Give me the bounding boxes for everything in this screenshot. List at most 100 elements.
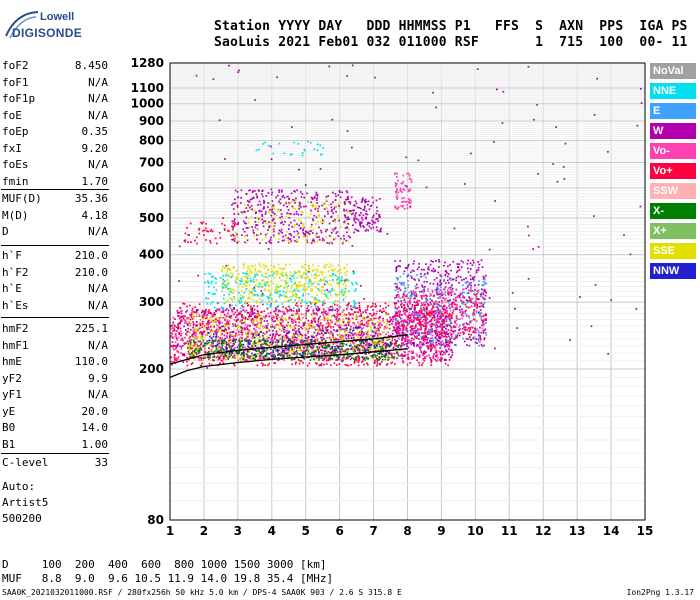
echo-point [425, 318, 428, 320]
echo-point [252, 346, 254, 349]
echo-point [264, 327, 267, 329]
echo-point [434, 332, 437, 334]
echo-point [294, 318, 297, 321]
echo-point [237, 285, 240, 288]
echo-point [264, 284, 267, 287]
echo-point [239, 307, 242, 310]
echo-point [337, 357, 339, 360]
echo-point [195, 346, 197, 349]
echo-point [396, 307, 399, 310]
echo-point [214, 277, 217, 280]
echo-point [225, 323, 228, 326]
echo-point [216, 331, 219, 333]
echo-point [231, 334, 234, 336]
echo-point [319, 278, 322, 281]
echo-point [263, 276, 265, 279]
echo-point [224, 274, 227, 277]
echo-point [385, 343, 388, 346]
echo-point [240, 329, 243, 332]
echo-point [304, 283, 306, 285]
echo-point [254, 275, 257, 278]
echo-point [394, 347, 397, 350]
echo-point [300, 284, 303, 287]
echo-point [454, 326, 457, 328]
echo-point [239, 342, 241, 344]
echo-point [326, 328, 329, 331]
echo-point [208, 339, 211, 342]
echo-point [424, 319, 427, 322]
echo-point [330, 283, 332, 286]
echo-point [472, 259, 474, 262]
echo-point [461, 327, 464, 330]
echo-point [186, 305, 188, 308]
echo-point [193, 349, 196, 351]
echo-point [291, 353, 293, 356]
echo-point [312, 310, 314, 313]
echo-point [195, 324, 198, 327]
echo-point [337, 338, 340, 341]
echo-point [346, 263, 348, 266]
echo-point [261, 294, 264, 297]
echo-point [230, 354, 232, 356]
echo-point [387, 354, 390, 356]
echo-point [376, 328, 378, 331]
echo-point [207, 312, 210, 314]
echo-point [262, 264, 265, 267]
echo-point [366, 308, 369, 311]
echo-point [319, 364, 322, 366]
echo-point [319, 300, 322, 303]
echo-point [415, 353, 418, 356]
echo-point [351, 314, 354, 317]
echo-point [184, 315, 186, 318]
echo-point [354, 317, 357, 320]
echo-point [323, 318, 326, 320]
echo-point [191, 318, 194, 320]
echo-point [403, 355, 405, 358]
echo-point [447, 344, 450, 347]
echo-point [383, 342, 386, 345]
echo-point [360, 330, 362, 332]
echo-point [343, 324, 346, 327]
echo-point [335, 281, 338, 284]
echo-point [388, 346, 391, 348]
echo-point [277, 263, 280, 266]
echo-point [196, 330, 199, 333]
echo-point [398, 329, 400, 332]
echo-point [314, 325, 316, 328]
echo-point [395, 319, 398, 322]
echo-point [179, 327, 182, 330]
echo-point [451, 341, 454, 344]
echo-point [286, 327, 289, 330]
echo-point [434, 336, 437, 339]
echo-point [254, 332, 257, 334]
echo-point [448, 342, 451, 345]
echo-point [355, 288, 357, 291]
echo-point [459, 311, 462, 313]
echo-point [447, 341, 449, 344]
echo-point [295, 349, 298, 352]
echo-point [401, 314, 403, 316]
echo-point [261, 317, 263, 320]
echo-point [254, 315, 256, 317]
echo-point [384, 353, 387, 356]
echo-point [370, 339, 372, 341]
echo-point [178, 311, 181, 314]
echo-point [256, 315, 258, 317]
echo-point [437, 297, 439, 299]
echo-point [485, 282, 488, 285]
echo-point [322, 308, 325, 311]
echo-point [183, 342, 186, 345]
echo-point [292, 321, 295, 324]
echo-point [410, 343, 413, 346]
echo-point [199, 344, 201, 347]
echo-point [371, 339, 374, 342]
echo-point [294, 299, 297, 302]
echo-point [323, 302, 326, 305]
echo-point [232, 342, 235, 345]
echo-point [445, 359, 448, 361]
echo-point [444, 346, 446, 348]
echo-point [233, 364, 236, 367]
echo-point [306, 338, 309, 341]
echo-point [413, 307, 416, 310]
echo-point [217, 359, 220, 361]
